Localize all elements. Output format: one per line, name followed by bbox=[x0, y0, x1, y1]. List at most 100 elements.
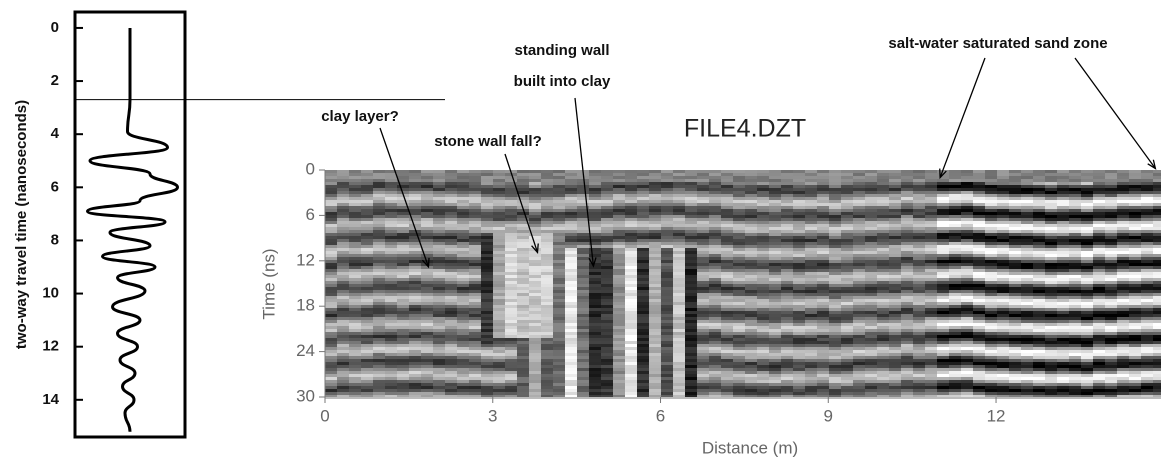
radar-cell bbox=[493, 218, 506, 222]
radar-cell bbox=[565, 197, 578, 201]
radar-cell bbox=[625, 269, 638, 273]
radar-cell bbox=[973, 275, 986, 279]
radar-cell bbox=[337, 350, 350, 354]
radar-cell bbox=[529, 368, 542, 372]
radar-cell bbox=[817, 242, 830, 246]
radar-cell bbox=[457, 257, 470, 261]
radar-cell bbox=[601, 344, 614, 348]
radar-cell bbox=[793, 332, 806, 336]
radar-cell bbox=[1045, 356, 1058, 360]
radar-cell bbox=[1045, 260, 1058, 264]
radar-cell bbox=[757, 260, 770, 264]
radar-cell bbox=[1069, 269, 1082, 273]
radar-cell bbox=[1009, 203, 1022, 207]
radar-cell bbox=[769, 227, 782, 231]
radar-cell bbox=[445, 173, 458, 177]
radar-cell bbox=[925, 239, 938, 243]
radar-cell bbox=[949, 326, 962, 330]
radar-cell bbox=[793, 338, 806, 342]
radar-cell bbox=[517, 212, 530, 216]
radar-cell bbox=[1021, 269, 1034, 273]
radar-cell bbox=[817, 392, 830, 396]
radar-cell bbox=[517, 326, 530, 330]
radar-cell bbox=[649, 359, 662, 363]
radar-cell bbox=[829, 296, 842, 300]
radar-cell bbox=[397, 206, 410, 210]
radar-cell bbox=[949, 377, 962, 381]
radar-cell bbox=[841, 308, 854, 312]
radar-cell bbox=[1081, 224, 1094, 228]
radar-cell bbox=[337, 233, 350, 237]
radar-cell bbox=[805, 215, 818, 219]
radar-cell bbox=[937, 305, 950, 309]
radar-cell bbox=[697, 350, 710, 354]
radar-cell bbox=[757, 176, 770, 180]
radar-cell bbox=[853, 221, 866, 225]
radar-cell bbox=[769, 341, 782, 345]
radar-cell bbox=[721, 392, 734, 396]
radar-cell bbox=[925, 380, 938, 384]
radar-cell bbox=[625, 377, 638, 381]
radar-cell bbox=[817, 173, 830, 177]
radar-cell bbox=[481, 191, 494, 195]
radar-cell bbox=[517, 386, 530, 390]
radar-cell bbox=[1081, 353, 1094, 357]
radar-cell bbox=[985, 380, 998, 384]
radar-cell bbox=[877, 173, 890, 177]
radar-cell bbox=[697, 320, 710, 324]
radar-cell bbox=[1045, 263, 1058, 267]
radar-cell bbox=[793, 392, 806, 396]
radar-cell bbox=[793, 224, 806, 228]
radar-cell bbox=[697, 263, 710, 267]
radar-cell bbox=[565, 392, 578, 396]
radar-cell bbox=[721, 278, 734, 282]
radar-cell bbox=[529, 209, 542, 213]
radar-cell bbox=[973, 221, 986, 225]
radar-cell bbox=[721, 239, 734, 243]
radar-cell bbox=[973, 359, 986, 363]
radar-cell bbox=[673, 257, 686, 261]
radar-cell bbox=[853, 314, 866, 318]
radar-cell bbox=[1045, 326, 1058, 330]
radar-cell bbox=[757, 224, 770, 228]
radar-cell bbox=[865, 383, 878, 387]
radar-cell bbox=[361, 212, 374, 216]
radar-cell bbox=[649, 368, 662, 372]
radar-cell bbox=[613, 203, 626, 207]
radar-cell bbox=[517, 191, 530, 195]
radar-cell bbox=[685, 365, 698, 369]
radar-cell bbox=[1081, 359, 1094, 363]
radar-cell bbox=[433, 341, 446, 345]
radar-cell bbox=[553, 299, 566, 303]
radar-cell bbox=[949, 203, 962, 207]
radar-cell bbox=[457, 188, 470, 192]
radar-cell bbox=[385, 242, 398, 246]
radar-cell bbox=[625, 182, 638, 186]
radar-cell bbox=[1033, 314, 1046, 318]
radar-cell bbox=[937, 257, 950, 261]
radar-cell bbox=[733, 293, 746, 297]
radar-cell bbox=[829, 350, 842, 354]
radar-cell bbox=[1057, 338, 1070, 342]
radar-cell bbox=[1093, 221, 1106, 225]
radar-cell bbox=[793, 308, 806, 312]
radar-cell bbox=[685, 275, 698, 279]
radar-cell bbox=[325, 323, 338, 327]
radar-cell bbox=[1081, 341, 1094, 345]
radar-cell bbox=[949, 344, 962, 348]
radar-cell bbox=[745, 380, 758, 384]
radar-cell bbox=[901, 302, 914, 306]
radar-cell bbox=[733, 260, 746, 264]
radar-cell bbox=[1069, 335, 1082, 339]
radar-cell bbox=[625, 281, 638, 285]
radar-cell bbox=[1009, 302, 1022, 306]
radar-cell bbox=[757, 377, 770, 381]
radar-cell bbox=[673, 173, 686, 177]
radar-cell bbox=[625, 248, 638, 252]
radar-cell bbox=[829, 215, 842, 219]
radar-cell bbox=[997, 191, 1010, 195]
radar-cell bbox=[889, 242, 902, 246]
radar-cell bbox=[625, 224, 638, 228]
radar-cell bbox=[457, 218, 470, 222]
radar-cell bbox=[457, 386, 470, 390]
